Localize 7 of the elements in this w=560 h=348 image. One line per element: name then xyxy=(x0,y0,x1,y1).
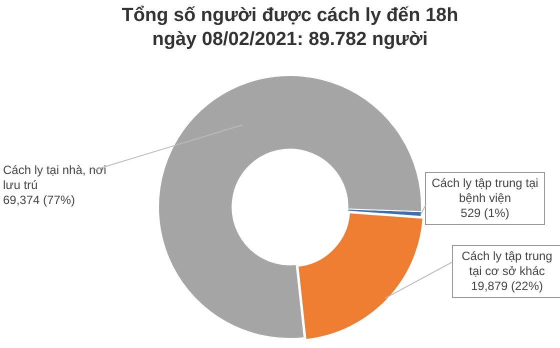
data-label: 19,879 (22%) xyxy=(470,279,544,294)
chart-title: Tổng số người được cách ly đến 18h ngày 08/02/2021: 89.782 người xyxy=(120,4,460,52)
slice-label: Cách ly tại nhà, nơi lưu trú xyxy=(3,163,108,193)
data-label: 69,374 (77%) xyxy=(3,193,76,208)
slice-label: Cách ly tập trung tại cơ sở khác xyxy=(460,249,554,279)
data-label: 529 (1%) xyxy=(460,206,510,221)
slice-label: Cách ly tập trung tại bệnh viện xyxy=(430,176,540,206)
